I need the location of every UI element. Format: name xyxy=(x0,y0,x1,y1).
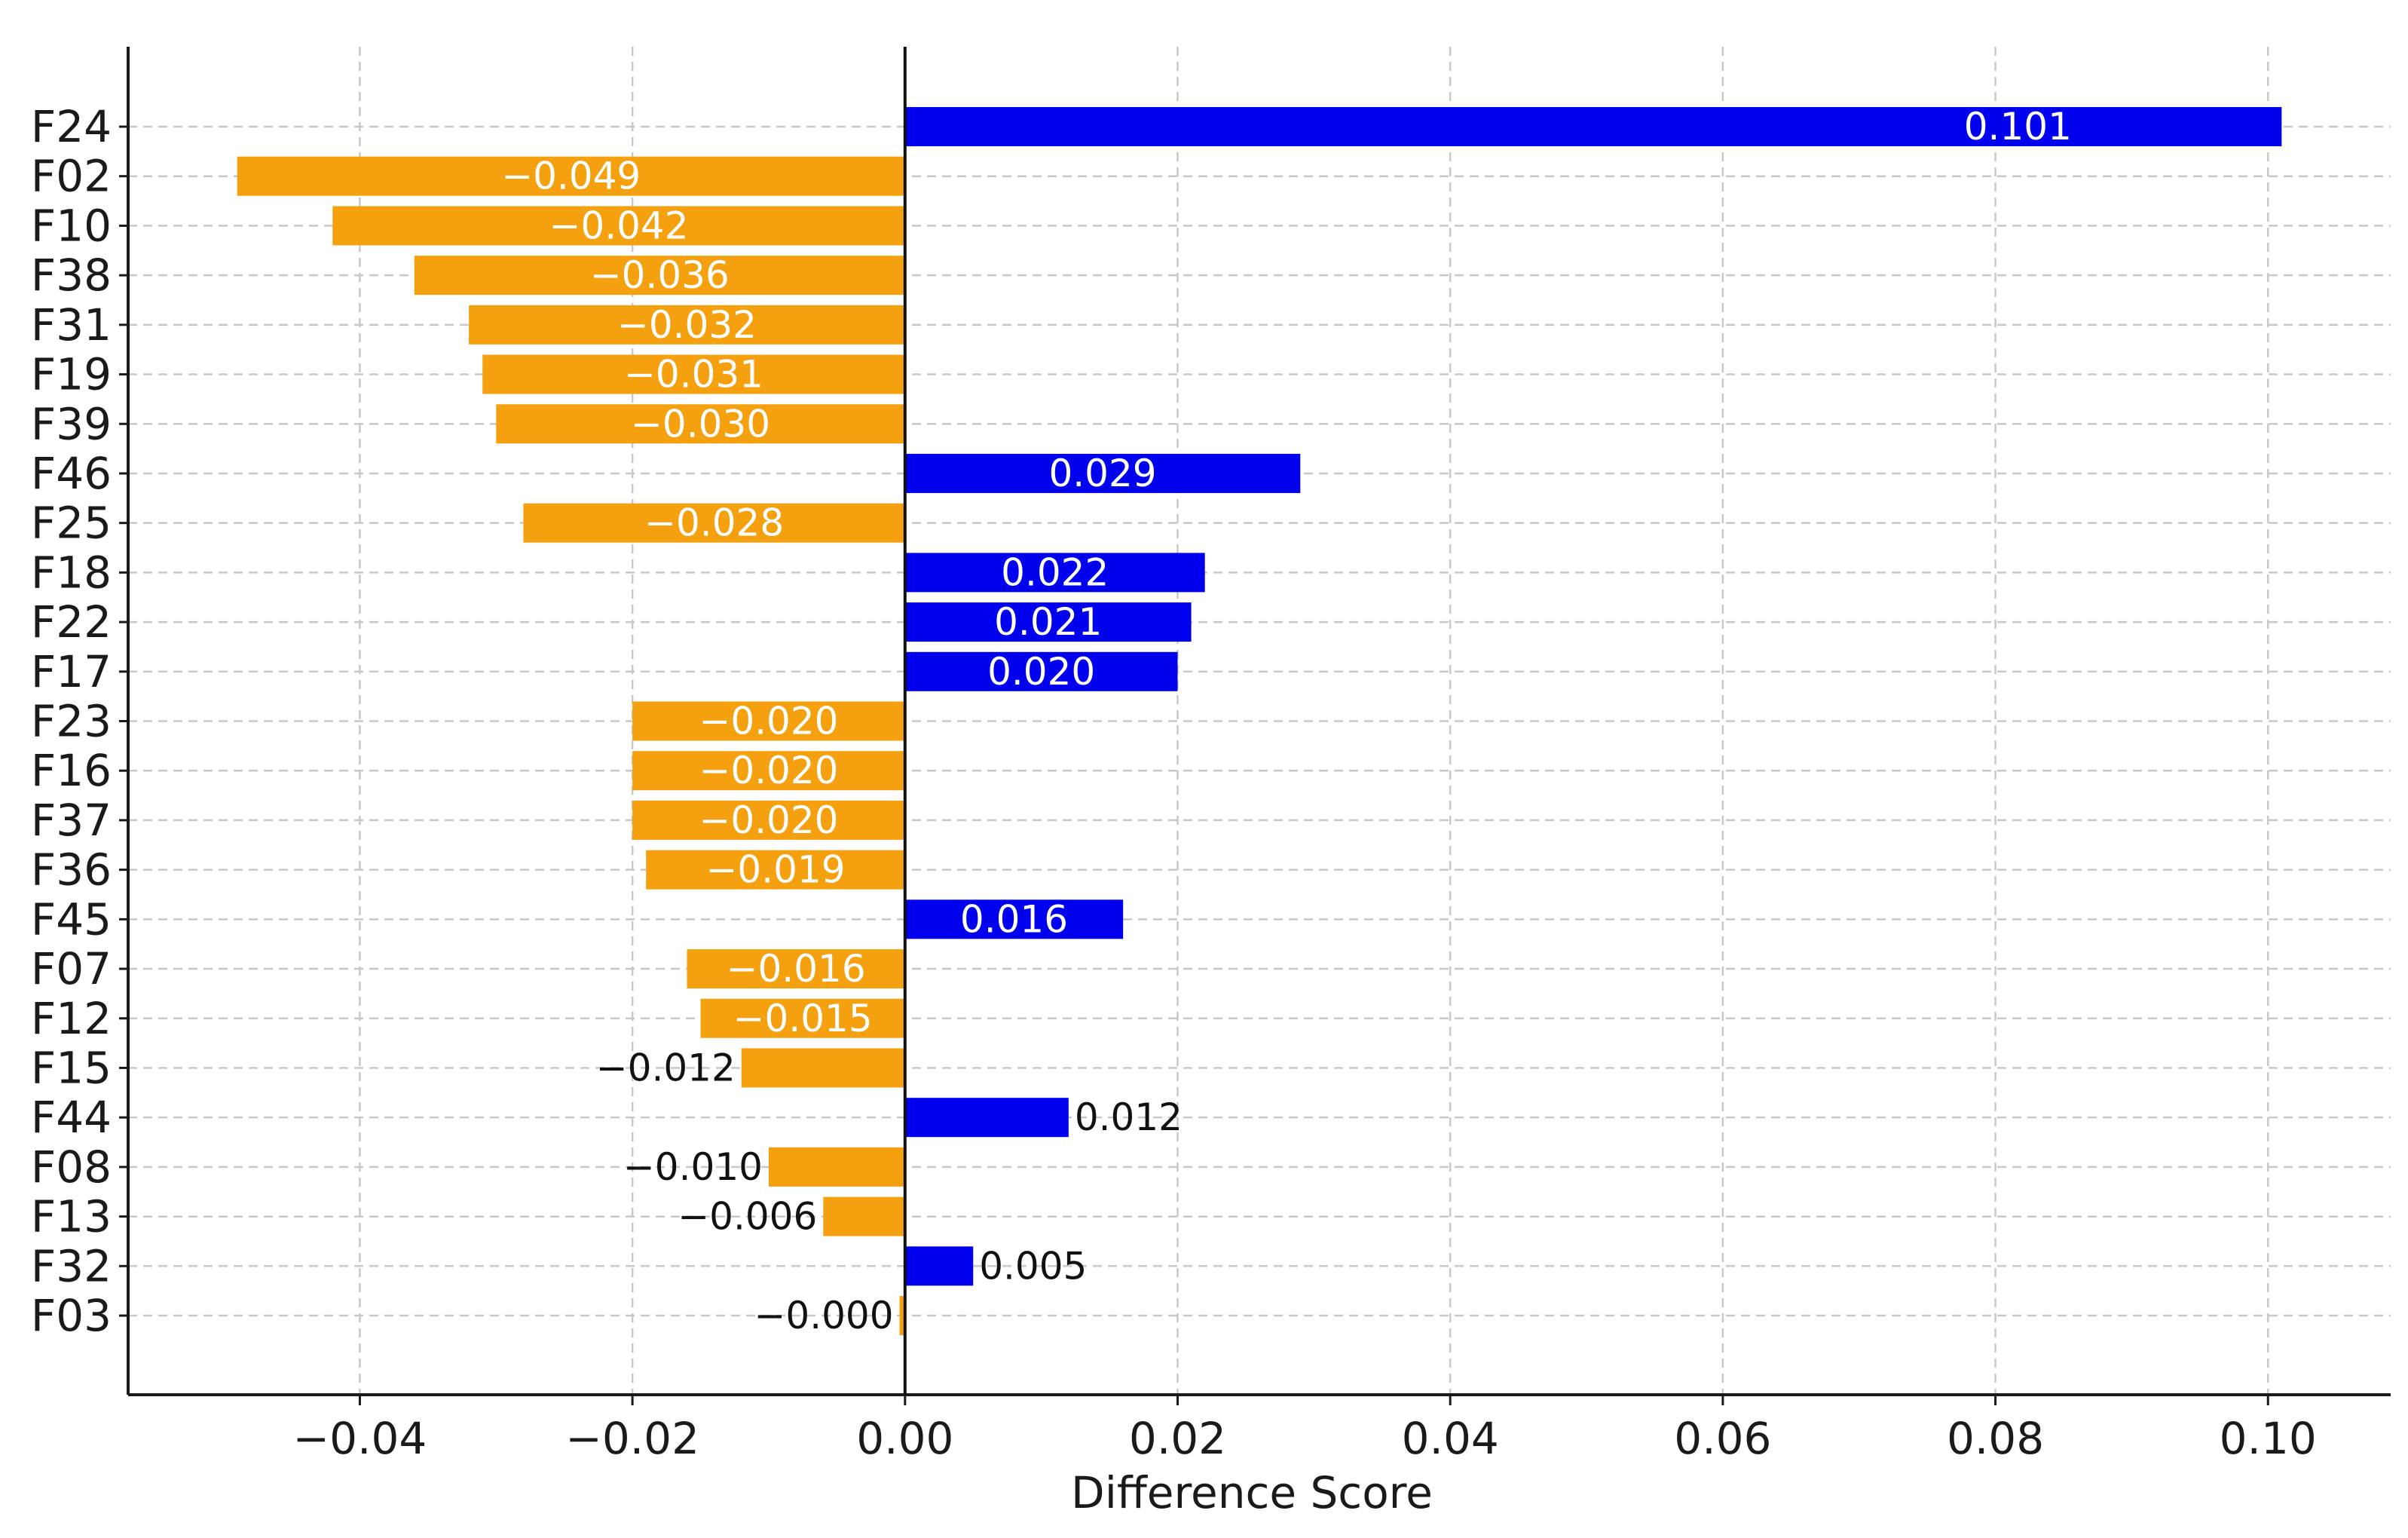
y-tick-label: F22 xyxy=(31,596,112,648)
bars xyxy=(237,107,2282,1335)
y-tick-label: F36 xyxy=(31,844,112,896)
x-tick-label: 0.10 xyxy=(2220,1413,2317,1464)
bar-value-label: −0.036 xyxy=(590,253,730,297)
bar-F25 xyxy=(523,503,905,543)
bar-value-label: −0.049 xyxy=(501,155,641,198)
bar-F39 xyxy=(496,404,905,444)
bar-F13 xyxy=(823,1196,905,1236)
bar-F10 xyxy=(332,206,905,246)
y-tick-label: F39 xyxy=(31,398,112,449)
bar-value-label: 0.020 xyxy=(987,650,1095,694)
y-tick-label: F12 xyxy=(31,993,112,1044)
bar-value-label: −0.019 xyxy=(705,848,845,892)
bar-value-label: −0.000 xyxy=(754,1294,894,1337)
bar-value-label: −0.015 xyxy=(733,997,873,1040)
bar-value-label: −0.020 xyxy=(699,700,838,743)
bar-F19 xyxy=(482,354,905,394)
bar-F12 xyxy=(700,998,905,1038)
bar-value-label: −0.016 xyxy=(727,947,866,991)
bar-F36 xyxy=(646,850,905,890)
x-tick-label: 0.00 xyxy=(856,1413,953,1464)
bar-F08 xyxy=(768,1147,905,1187)
bar-F17 xyxy=(904,651,1178,691)
bar-value-label: −0.006 xyxy=(678,1195,817,1239)
y-tick-label: F18 xyxy=(31,547,112,598)
x-tick-label: 0.06 xyxy=(1674,1413,1771,1464)
bar-F16 xyxy=(632,751,905,791)
y-tick-label: F45 xyxy=(31,893,112,945)
y-tick-label: F44 xyxy=(31,1092,112,1143)
bar-F31 xyxy=(469,305,905,345)
x-tick-label: 0.08 xyxy=(1947,1413,2044,1464)
y-tick-label: F38 xyxy=(31,250,112,301)
bar-value-label: −0.028 xyxy=(644,501,784,545)
bar-value-label: −0.020 xyxy=(699,798,838,842)
bar-F03 xyxy=(899,1296,905,1335)
bar-value-label: 0.012 xyxy=(1075,1095,1183,1139)
x-tick-label: −0.02 xyxy=(565,1413,699,1464)
y-tick-label: F31 xyxy=(31,299,112,351)
y-tick-label: F02 xyxy=(31,151,112,202)
grid xyxy=(128,47,2391,1395)
y-tick-label: F03 xyxy=(31,1290,112,1341)
bar-value-label: −0.020 xyxy=(699,749,838,792)
y-tick-label: F08 xyxy=(31,1141,112,1193)
y-tick-label: F13 xyxy=(31,1191,112,1242)
y-tick-label: F17 xyxy=(31,646,112,697)
y-tick-label: F25 xyxy=(31,498,112,549)
bar-F07 xyxy=(687,949,905,989)
bar-F37 xyxy=(632,800,905,840)
y-tick-label: F10 xyxy=(31,200,112,251)
bar-F24 xyxy=(904,107,2282,146)
y-tick-labels: F24F02F10F38F31F19F39F46F25F18F22F17F23F… xyxy=(31,101,112,1341)
bar-F44 xyxy=(904,1098,1069,1138)
x-tick-labels: −0.04 −0.02 0.00 0.02 0.04 0.06 0.08 0.10 xyxy=(293,1413,2317,1464)
bar-value-label: −0.012 xyxy=(596,1046,736,1089)
y-tick-label: F37 xyxy=(31,795,112,846)
bar-value-label: −0.030 xyxy=(631,402,770,446)
x-tick-label: 0.04 xyxy=(1402,1413,1499,1464)
bar-value-label: 0.021 xyxy=(994,600,1102,644)
y-tick-label: F23 xyxy=(31,696,112,747)
bar-value-label: 0.022 xyxy=(1001,550,1109,594)
axes xyxy=(119,47,2391,1405)
bar-F23 xyxy=(632,701,905,741)
x-axis-title: Difference Score xyxy=(1071,1467,1433,1518)
y-tick-label: F32 xyxy=(31,1240,112,1291)
bar-F18 xyxy=(904,553,1205,593)
bar-F22 xyxy=(904,602,1192,642)
y-tick-label: F24 xyxy=(31,101,112,152)
bar-F32 xyxy=(904,1246,974,1286)
bar-value-label: 0.101 xyxy=(1964,105,2072,149)
y-tick-label: F07 xyxy=(31,943,112,994)
bar-F45 xyxy=(904,899,1124,939)
bar-value-label: −0.010 xyxy=(623,1145,763,1189)
y-tick-label: F46 xyxy=(31,448,112,499)
bar-value-label: −0.031 xyxy=(624,353,763,397)
bar-labels: 0.101 −0.049 −0.042 −0.036 −0.032 −0.031 −0.03… xyxy=(501,105,2072,1337)
bar-value-label: −0.032 xyxy=(617,303,757,347)
bar-value-label: −0.042 xyxy=(549,204,689,247)
bar-F38 xyxy=(414,256,905,296)
x-tick-label: 0.02 xyxy=(1129,1413,1226,1464)
bar-value-label: 0.029 xyxy=(1048,452,1156,495)
x-tick-label: −0.04 xyxy=(293,1413,427,1464)
y-tick-label: F16 xyxy=(31,745,112,796)
y-tick-label: F19 xyxy=(31,349,112,400)
bar-F15 xyxy=(741,1048,905,1088)
bar-F46 xyxy=(904,453,1301,493)
bar-value-label: 0.016 xyxy=(960,897,1068,941)
y-tick-label: F15 xyxy=(31,1042,112,1093)
bar-F02 xyxy=(237,156,905,196)
bar-value-label: 0.005 xyxy=(979,1244,1087,1288)
